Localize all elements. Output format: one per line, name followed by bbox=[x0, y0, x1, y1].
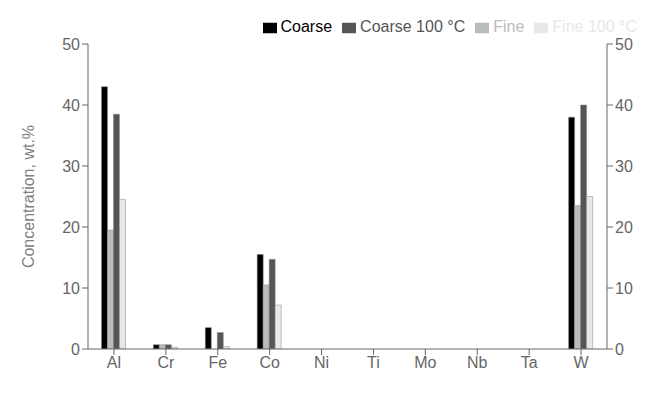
svg-text:Mo: Mo bbox=[414, 354, 436, 371]
svg-text:0: 0 bbox=[615, 341, 624, 358]
svg-text:Ti: Ti bbox=[367, 354, 380, 371]
html-text:Fine 100 °C: Fine 100 °C bbox=[552, 18, 637, 35]
svg-text:40: 40 bbox=[62, 97, 80, 114]
svg-text:Nb: Nb bbox=[467, 354, 488, 371]
svg-text:10: 10 bbox=[62, 280, 80, 297]
svg-text:Co: Co bbox=[259, 354, 280, 371]
svg-text:20: 20 bbox=[615, 219, 633, 236]
svg-text:50: 50 bbox=[615, 36, 633, 53]
svg-text:Concentration, wt.%: Concentration, wt.% bbox=[20, 125, 37, 268]
html-text:Coarse: Coarse bbox=[280, 18, 333, 35]
svg-text:10: 10 bbox=[615, 280, 633, 297]
svg-text:40: 40 bbox=[615, 97, 633, 114]
html-text:Fine: Fine bbox=[493, 18, 525, 35]
svg-text:Al: Al bbox=[107, 354, 121, 371]
html-text:Coarse 100 °C: Coarse 100 °C bbox=[360, 18, 466, 35]
svg-text:W: W bbox=[573, 354, 589, 371]
svg-text:50: 50 bbox=[62, 36, 80, 53]
svg-text:Ta: Ta bbox=[521, 354, 538, 371]
svg-text:Cr: Cr bbox=[157, 354, 175, 371]
svg-text:Ni: Ni bbox=[314, 354, 329, 371]
svg-text:0: 0 bbox=[71, 341, 80, 358]
svg-text:Fe: Fe bbox=[208, 354, 227, 371]
svg-text:30: 30 bbox=[62, 158, 80, 175]
svg-text:30: 30 bbox=[615, 158, 633, 175]
svg-text:20: 20 bbox=[62, 219, 80, 236]
